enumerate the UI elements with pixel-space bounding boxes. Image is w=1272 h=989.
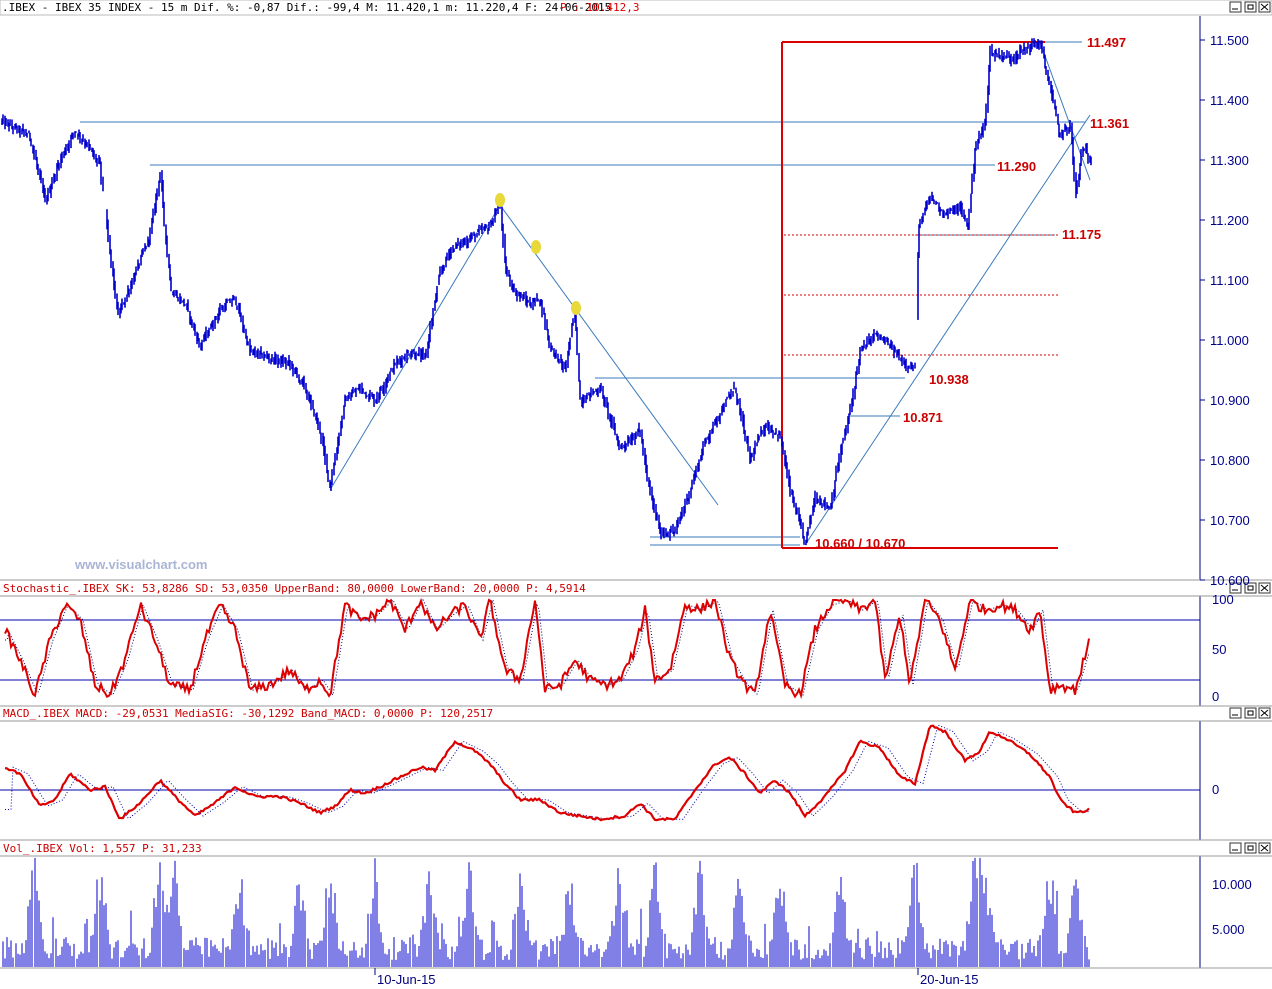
level-label: 11.175 [1062, 227, 1101, 242]
window-controls[interactable] [1229, 1, 1271, 854]
level-label: 10.660 / 10.670 [815, 536, 905, 551]
macd-signal-line [5, 724, 1090, 820]
header-price: P : 10.412,3 [560, 1, 639, 14]
close-icon [1260, 3, 1269, 11]
level-label: 11.497 [1087, 35, 1126, 50]
minimize-icon [1229, 582, 1242, 594]
stochastic-title: Stochastic_.IBEX SK: 53,8286 SD: 53,0350… [3, 582, 586, 595]
price-tick-label: 11.300 [1210, 153, 1249, 168]
trend-line [1039, 41, 1091, 181]
price-tick-label: 11.000 [1210, 333, 1249, 348]
macd-tick-0: 0 [1212, 782, 1219, 797]
trend-line [329, 204, 501, 491]
pivot-marker [531, 240, 541, 254]
volume-title: Vol_.IBEX Vol: 1,557 P: 31,233 [3, 842, 202, 855]
stoch-sk-line [4, 597, 1090, 700]
stochastic-panel [0, 597, 1200, 700]
price-tick-label: 11.200 [1210, 213, 1249, 228]
macd-title: MACD_.IBEX MACD: -29,0531 MediaSIG: -30,… [3, 707, 493, 720]
restore-icon [1244, 1, 1257, 13]
trend-line [804, 114, 1091, 546]
level-label: 11.290 [997, 159, 1036, 174]
panel-frames [0, 16, 1272, 969]
level-label: 10.938 [929, 372, 969, 387]
price-tick-label: 10.800 [1210, 453, 1250, 468]
macd-line [4, 724, 1090, 822]
vol-tick-10000: 10.000 [1212, 877, 1252, 892]
trend-line [499, 204, 719, 506]
restore-icon [1247, 710, 1254, 716]
restore-icon [1244, 582, 1257, 594]
minimize-icon [1229, 842, 1242, 854]
price-panel: 11.497 11.361 11.290 11.175 10.938 10.871 10.6… [1, 35, 1129, 551]
restore-icon [1244, 842, 1257, 854]
stoch-tick-100: 100 [1212, 592, 1234, 607]
minimize-icon [1229, 707, 1242, 719]
header-bar [0, 0, 1272, 16]
price-tick-label: 10.600 [1210, 573, 1250, 588]
price-tick-label: 11.400 [1210, 93, 1249, 108]
pivot-marker [495, 193, 505, 207]
restore-icon [1247, 845, 1254, 851]
date-label-2: 20-Jun-15 [920, 972, 979, 987]
pivot-marker [571, 301, 581, 315]
price-tick-label: 11.500 [1210, 33, 1249, 48]
price-tick-label: 10.700 [1210, 513, 1250, 528]
macd-panel [0, 724, 1200, 822]
price-axis: 11.500 11.400 11.300 11.200 11.100 11.000 10.9… [1200, 33, 1250, 588]
level-label: 10.871 [903, 410, 943, 425]
vol-tick-5000: 5.000 [1212, 922, 1245, 937]
minimize-icon [1229, 1, 1242, 13]
restore-icon [1247, 585, 1254, 591]
close-icon [1260, 709, 1269, 717]
stoch-tick-0: 0 [1212, 689, 1219, 704]
header-text: .IBEX - IBEX 35 INDEX - 15 m Dif. %: -0,… [2, 1, 611, 14]
level-label: 11.361 [1090, 116, 1129, 131]
restore-icon [1244, 707, 1257, 719]
price-tick-label: 11.100 [1210, 273, 1249, 288]
watermark: www.visualchart.com [74, 557, 207, 572]
close-icon [1260, 844, 1269, 852]
volume-panel [2, 857, 1090, 975]
stoch-tick-50: 50 [1212, 642, 1226, 657]
close-icon [1260, 584, 1269, 592]
restore-icon [1247, 4, 1254, 10]
price-tick-label: 10.900 [1210, 393, 1250, 408]
date-label-1: 10-Jun-15 [377, 972, 436, 987]
